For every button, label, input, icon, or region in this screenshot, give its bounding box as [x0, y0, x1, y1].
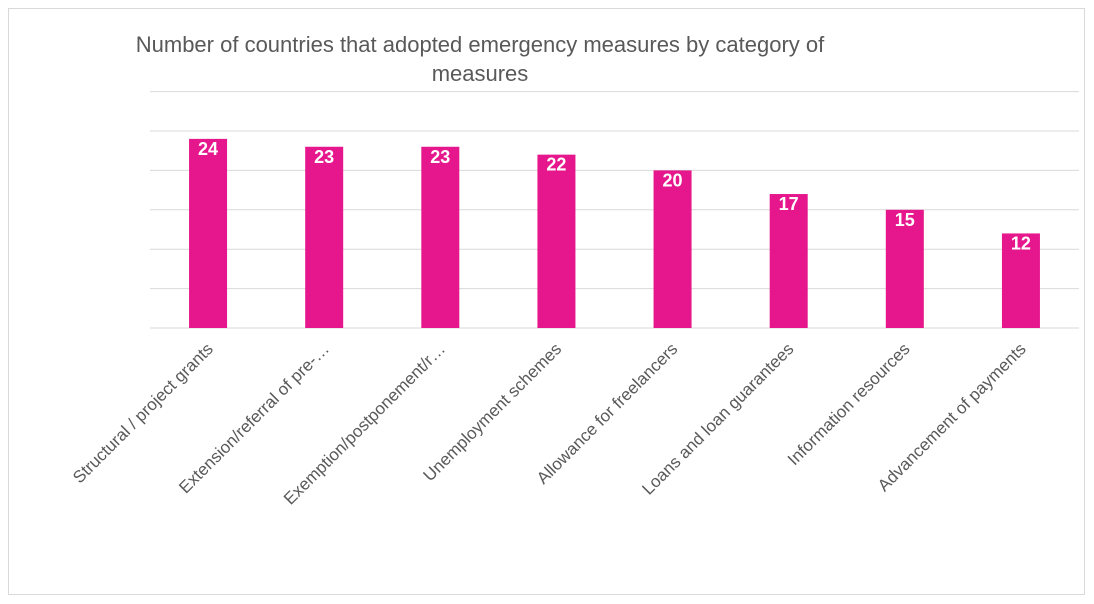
gridlines [150, 91, 1079, 329]
bar [885, 209, 924, 328]
data-label: 23 [314, 147, 334, 167]
data-label: 15 [895, 210, 915, 230]
bars [189, 138, 1040, 328]
data-label: 23 [430, 147, 450, 167]
bar [1001, 233, 1040, 328]
bar [421, 146, 460, 328]
bar [769, 194, 808, 328]
bar [305, 146, 344, 328]
data-label: 20 [663, 170, 683, 190]
category-labels: Structural / project grantsExtension/ref… [69, 339, 1030, 508]
chart-title: Number of countries that adopted emergen… [135, 32, 825, 86]
bar [537, 154, 576, 328]
data-label: 22 [546, 155, 566, 175]
bar [653, 170, 692, 328]
category-label: Information resources [784, 339, 914, 469]
bar [189, 138, 228, 328]
data-label: 12 [1011, 233, 1031, 253]
data-label: 17 [779, 194, 799, 214]
data-label: 24 [198, 139, 218, 159]
data-labels: 24 23 23 22 20 17 15 12 [198, 139, 1031, 254]
